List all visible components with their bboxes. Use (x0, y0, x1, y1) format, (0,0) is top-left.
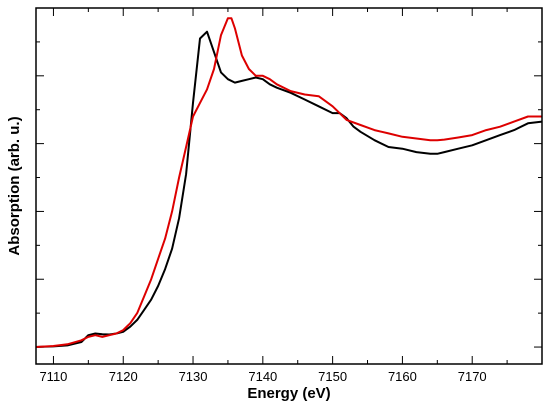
series-layer (35, 17, 543, 348)
series-line-1 (35, 30, 543, 348)
plot-frame (35, 7, 543, 365)
x-tick-label: 7150 (318, 369, 347, 384)
x-tick-label: 7120 (109, 369, 138, 384)
x-tick-label: 7160 (388, 369, 417, 384)
x-axis-title: Energy (eV) (247, 385, 330, 402)
y-axis-title: Absorption (arb. u.) (6, 116, 23, 255)
x-tick-labels: 7110 7120 7130 7140 7150 7160 7170 (39, 369, 486, 384)
axis-ticks (36, 7, 543, 364)
x-tick-label: 7110 (39, 369, 67, 384)
x-tick-label: 7170 (458, 369, 487, 384)
series-line-2 (35, 17, 542, 348)
x-tick-label: 7140 (248, 369, 277, 384)
x-tick-label: 7130 (179, 369, 208, 384)
